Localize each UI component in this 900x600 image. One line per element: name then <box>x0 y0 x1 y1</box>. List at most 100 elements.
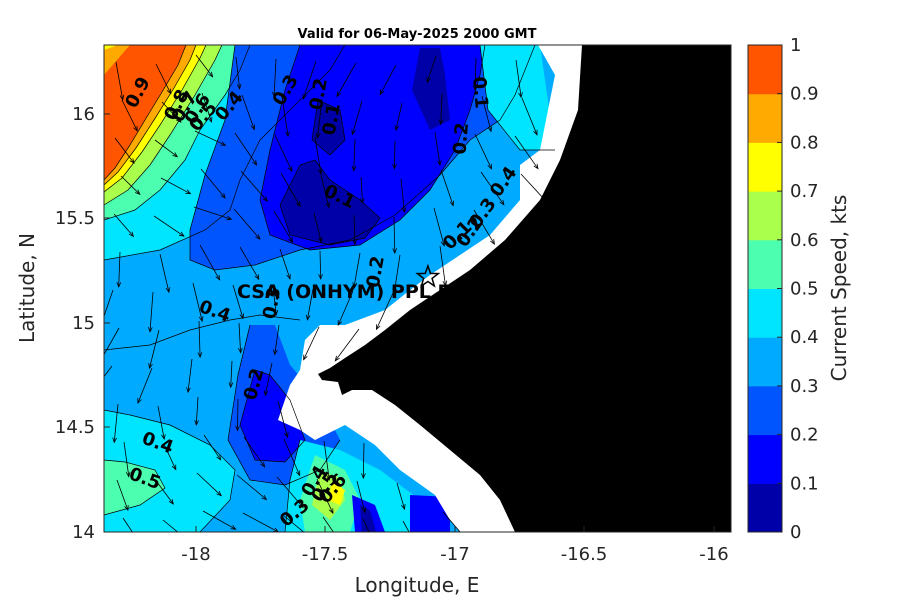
contour-line <box>227 324 341 486</box>
contour-line <box>104 409 236 532</box>
vector-head <box>533 129 538 136</box>
vector-shaft <box>198 320 201 358</box>
vector-head <box>119 94 125 101</box>
vector-head <box>394 125 400 132</box>
vector-head <box>112 437 117 444</box>
y-tick-label: 15.5 <box>55 208 95 229</box>
x-tick-label: -17.5 <box>302 544 349 565</box>
band-0.1-0.2-coastal-south-b <box>410 495 450 532</box>
vector-head <box>262 196 268 202</box>
vector-shaft <box>353 214 356 245</box>
vector-head <box>438 119 444 126</box>
vector-head <box>252 159 258 166</box>
vector-head <box>254 274 260 281</box>
vector-head <box>337 320 343 327</box>
band-0.1-0.2-south <box>240 370 305 462</box>
vector-head <box>230 525 237 530</box>
vector-head <box>168 499 174 505</box>
vector-shaft <box>434 131 441 166</box>
vector-head <box>273 309 279 316</box>
vector-shaft <box>160 177 191 195</box>
vector-shaft <box>276 476 304 508</box>
vector-shaft <box>230 360 233 388</box>
x-tick-label: -16 <box>699 544 728 565</box>
vector-shaft <box>163 443 177 470</box>
vector-shaft <box>202 510 236 530</box>
contour-line <box>239 369 306 463</box>
vector-shaft <box>440 169 454 206</box>
colorbar-band <box>748 288 782 338</box>
vector-head <box>315 132 321 139</box>
vector-head <box>208 71 214 78</box>
vector-shaft <box>317 98 323 138</box>
colorbar-tick-label: 0 <box>790 522 801 543</box>
vector-shaft <box>334 328 360 362</box>
vector-shaft <box>113 403 119 443</box>
vector-head <box>226 215 233 221</box>
colorbar-band <box>748 483 782 533</box>
vector-shaft <box>199 244 220 280</box>
vector-shaft <box>303 326 320 360</box>
vector-shaft <box>402 520 410 532</box>
vector-head <box>518 92 523 99</box>
contour-line <box>104 45 207 193</box>
colorbar-tick-label: 1 <box>790 35 801 56</box>
contour-line <box>479 45 555 151</box>
vector-shaft <box>323 440 330 480</box>
vector-head <box>426 77 431 84</box>
vector-head <box>361 507 367 514</box>
vector-head <box>305 314 311 321</box>
vector-head <box>392 288 398 295</box>
vector-head <box>401 504 406 511</box>
vector-head <box>302 93 307 100</box>
vector-shaft <box>154 139 178 158</box>
vector-shaft <box>195 54 213 78</box>
vector-shaft <box>192 282 203 322</box>
vector-shaft <box>439 245 446 286</box>
vector-head <box>207 116 213 123</box>
vector-head <box>392 163 397 170</box>
vector-head <box>359 198 365 205</box>
vector-head <box>116 282 122 288</box>
colorbar: 0 0.1 0.2 0.3 0.4 0.5 0.6 0.7 0.8 0.9 1 Current Sp… <box>747 35 851 543</box>
colorbar-band <box>748 142 782 192</box>
vector-shaft <box>320 174 330 208</box>
vector-shaft <box>393 254 401 294</box>
vector-shaft <box>282 514 305 532</box>
site-label: CSA (ONHYM) PPL EE <box>237 281 463 303</box>
vector-head <box>166 88 172 95</box>
vector-head <box>499 199 505 206</box>
vector-head <box>100 358 104 363</box>
vector-head <box>326 474 331 481</box>
vector-shaft <box>356 480 366 513</box>
vector-shaft <box>104 289 114 318</box>
x-axis: -18 -17.5 -17 -16.5 -16 Longitude, E <box>181 526 729 597</box>
vector-head <box>185 189 192 195</box>
vector-head <box>375 324 381 331</box>
vector-shaft <box>394 140 396 169</box>
vector-head <box>172 152 179 158</box>
contour-label: 0.1 <box>468 76 492 110</box>
vector-head <box>129 158 135 164</box>
vector-shaft <box>281 96 289 137</box>
vector-head <box>440 240 446 247</box>
colorbar-band <box>748 385 782 436</box>
colorbar-band <box>748 191 782 241</box>
land-mask <box>318 45 731 532</box>
vector-head <box>401 207 407 214</box>
colorbar-band <box>748 239 782 289</box>
vector-head <box>487 163 492 170</box>
vector-head <box>184 537 189 541</box>
vector-shaft <box>433 207 445 247</box>
vector-head <box>442 280 448 287</box>
vector-shaft <box>481 95 492 132</box>
vector-head <box>533 163 539 170</box>
chart-title: Valid for 06-May-2025 2000 GMT <box>298 27 537 42</box>
contour-line <box>104 45 223 206</box>
vector-head <box>125 471 131 478</box>
vector-head <box>88 393 92 398</box>
vector-shaft <box>400 178 405 213</box>
y-tick-label: 14.5 <box>55 417 95 438</box>
vector-shaft <box>322 516 334 532</box>
